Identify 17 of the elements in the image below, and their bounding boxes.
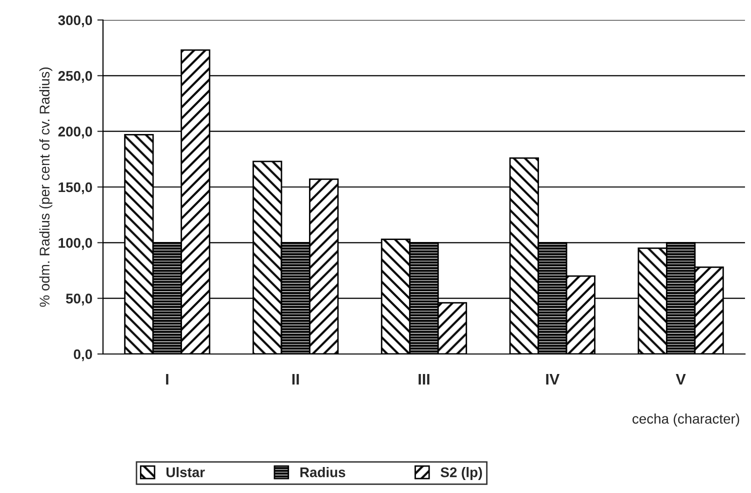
y-tick-label: 50,0 (66, 294, 92, 306)
x-axis-title: cecha (character) (632, 414, 740, 426)
legend-label: S2 (lp) (440, 467, 482, 480)
y-tick-label: 300,0 (58, 15, 92, 28)
x-tick-label: II (292, 374, 299, 385)
y-tick-label: 100,0 (58, 238, 92, 250)
y-axis-title: % odm. Radius (per cent of cv. Radius) (39, 68, 52, 307)
x-tick-label: I (166, 374, 168, 385)
x-tick-label: V (676, 374, 686, 385)
x-tick-label: III (418, 374, 430, 385)
legend-label: Radius (300, 467, 346, 478)
x-tick-label: IV (546, 374, 560, 385)
y-tick-label: 250,0 (58, 71, 92, 83)
y-tick-label: 150,0 (58, 182, 92, 194)
legend-label: Ulstar (166, 467, 205, 478)
y-tick-label: 200,0 (58, 126, 92, 139)
y-tick-label: 0,0 (74, 349, 92, 362)
